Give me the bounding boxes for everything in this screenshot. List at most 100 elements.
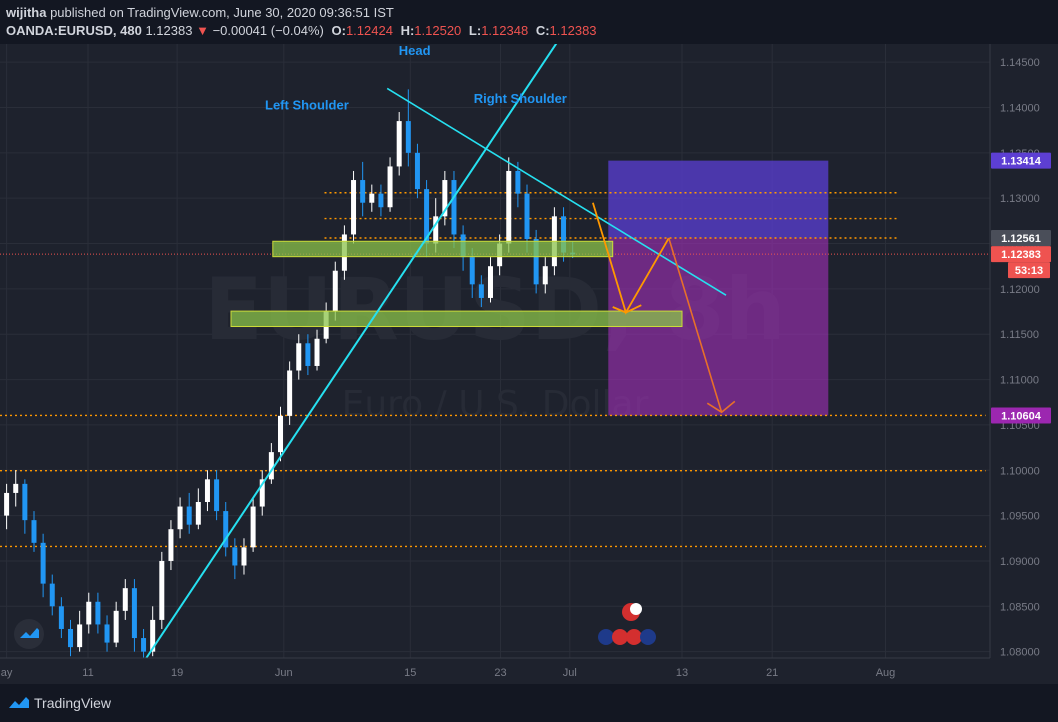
open-label: O: bbox=[331, 23, 346, 38]
neckline bbox=[386, 87, 727, 296]
candle-body-33 bbox=[305, 343, 311, 366]
price-tick-11: 1.09000 bbox=[1000, 556, 1040, 568]
flag-us-icon bbox=[612, 629, 628, 645]
candle-body-7 bbox=[68, 628, 74, 648]
time-tick-1: 11 bbox=[82, 667, 93, 679]
low-value: 1.12348 bbox=[481, 23, 529, 38]
time-tick-6: Jul bbox=[563, 667, 577, 679]
candle-body-21 bbox=[195, 502, 201, 525]
candle-body-2 bbox=[22, 483, 28, 521]
candle-body-46 bbox=[424, 189, 430, 244]
price-tag-3: 53:13 bbox=[1015, 265, 1043, 277]
footer-brand[interactable]: TradingView bbox=[34, 695, 112, 711]
candle-body-43 bbox=[396, 121, 402, 167]
last-price: 1.12383 bbox=[145, 23, 193, 38]
time-tick-7: 13 bbox=[676, 667, 688, 679]
candle-body-40 bbox=[369, 193, 375, 203]
candle-body-12 bbox=[113, 610, 119, 643]
time-tick-5: 23 bbox=[494, 667, 506, 679]
candle-body-29 bbox=[268, 452, 274, 480]
candle-body-44 bbox=[405, 121, 411, 153]
down-triangle-icon: ▼ bbox=[196, 23, 209, 38]
candle-body-58 bbox=[533, 238, 539, 285]
candle-body-41 bbox=[378, 193, 384, 208]
candle-body-30 bbox=[278, 415, 283, 453]
candle-body-42 bbox=[387, 166, 393, 208]
price-tick-10: 1.09500 bbox=[1000, 511, 1040, 523]
price-tag-4: 1.10604 bbox=[1001, 410, 1042, 422]
price-tag-bg-1 bbox=[991, 229, 1051, 246]
candle-body-34 bbox=[314, 338, 320, 366]
arrow-head-2 bbox=[706, 400, 736, 414]
publish-header: wijitha published on TradingView.com, Ju… bbox=[0, 0, 1058, 44]
price-tag-0: 1.13414 bbox=[1001, 156, 1042, 168]
price-tick-1: 1.14000 bbox=[1000, 102, 1040, 114]
level-lines bbox=[0, 192, 990, 548]
candle-body-14 bbox=[131, 588, 137, 639]
candle-body-49 bbox=[451, 180, 457, 235]
price-axis[interactable] bbox=[990, 44, 1058, 684]
publish-line: wijitha published on TradingView.com, Ju… bbox=[6, 5, 394, 20]
ohlc-line: OANDA:EURUSD, 480 1.12383 ▼ −0.00041 (−0… bbox=[6, 23, 597, 38]
open-value: 1.12424 bbox=[345, 23, 393, 38]
position-boxes bbox=[608, 160, 829, 416]
price-tag-bg-0 bbox=[991, 152, 1051, 169]
candle-body-59 bbox=[542, 266, 548, 285]
price-tick-6: 1.11500 bbox=[1000, 329, 1039, 341]
candle-body-53 bbox=[487, 266, 493, 298]
close-value: 1.12383 bbox=[549, 23, 597, 38]
candle-body-32 bbox=[296, 343, 302, 371]
candle-body-0 bbox=[4, 492, 10, 516]
high-label: H: bbox=[400, 23, 415, 38]
candle-body-23 bbox=[214, 479, 220, 512]
price-tags: 1.13414 1.12561 1.12383 53:13 1.10604 bbox=[991, 152, 1051, 424]
candle-body-27 bbox=[250, 506, 256, 548]
author-name[interactable]: wijitha bbox=[6, 5, 47, 20]
price-tick-0: 1.14500 bbox=[1000, 57, 1040, 69]
price-tag-2: 1.12383 bbox=[1001, 249, 1041, 261]
high-value: 1.12520 bbox=[414, 23, 462, 38]
time-axis[interactable] bbox=[0, 658, 990, 684]
candle-body-8 bbox=[77, 624, 83, 648]
price-tick-12: 1.08500 bbox=[1000, 601, 1040, 613]
footer: TradingView bbox=[0, 684, 1058, 722]
candle-body-1 bbox=[13, 483, 19, 493]
candle-body-5 bbox=[49, 583, 55, 607]
time-tick-3: Jun bbox=[275, 667, 293, 679]
price-tag-bg-4 bbox=[991, 407, 1051, 424]
price-tag-bg-3 bbox=[1008, 262, 1050, 279]
candle-body-36 bbox=[332, 270, 338, 312]
candle-body-38 bbox=[351, 180, 357, 235]
candle-body-31 bbox=[287, 370, 293, 416]
tradingview-logo-button[interactable] bbox=[14, 619, 44, 649]
time-tick-0: ay bbox=[1, 667, 13, 679]
time-tick-9: Aug bbox=[876, 667, 896, 679]
symbol-label: OANDA:EURUSD, 480 bbox=[6, 23, 142, 38]
candle-body-15 bbox=[141, 638, 147, 652]
published-text: published on TradingView.com, June 30, 2… bbox=[50, 5, 394, 20]
candle-body-17 bbox=[159, 560, 165, 620]
tradingview-logo-icon bbox=[9, 697, 29, 708]
candle-body-10 bbox=[95, 601, 101, 625]
time-tick-2: 19 bbox=[171, 667, 183, 679]
watermark-name: Euro / U.S. Dollar bbox=[342, 384, 649, 425]
candle-body-20 bbox=[186, 506, 192, 525]
candle-body-55 bbox=[506, 170, 512, 244]
time-tick-4: 15 bbox=[404, 667, 416, 679]
price-tick-13: 1.08000 bbox=[1000, 647, 1040, 659]
price-tick-3: 1.13000 bbox=[1000, 193, 1040, 205]
candle-body-52 bbox=[478, 284, 484, 298]
candle-body-13 bbox=[122, 588, 128, 611]
candle-body-51 bbox=[469, 257, 475, 285]
annotation-label-0: Head bbox=[399, 44, 431, 58]
candle-body-61 bbox=[561, 216, 567, 253]
candle-body-16 bbox=[150, 619, 156, 652]
candle-body-57 bbox=[524, 193, 530, 239]
candle-body-25 bbox=[232, 547, 238, 566]
projection-arrow-2 bbox=[668, 237, 723, 413]
event-markers[interactable] bbox=[598, 603, 656, 645]
candle-body-18 bbox=[168, 529, 174, 561]
close-label: C: bbox=[535, 23, 550, 38]
